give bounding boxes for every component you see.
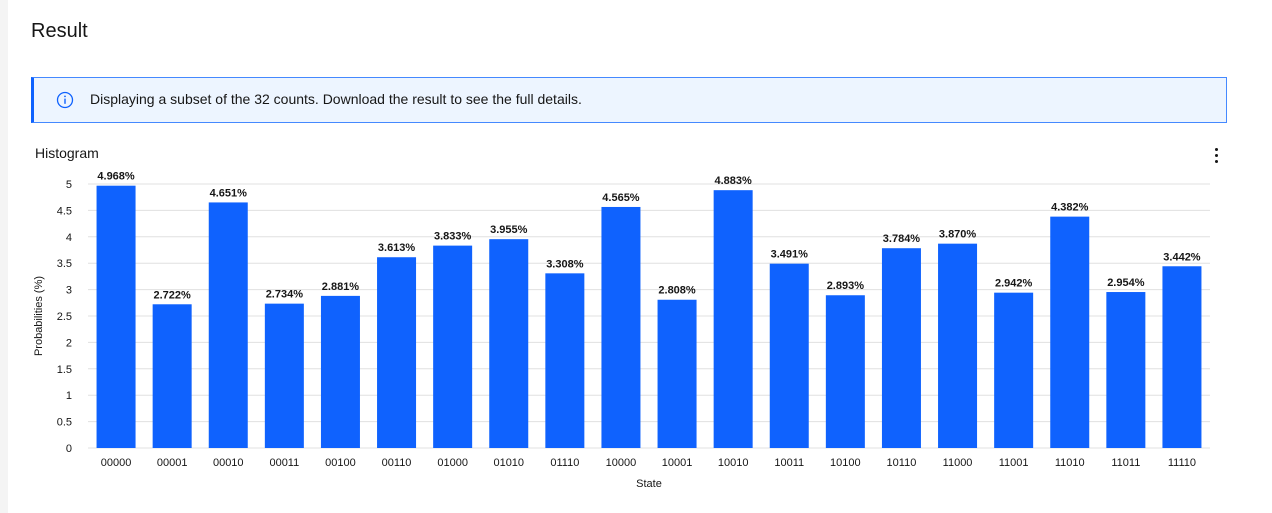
x-tick-label: 10011 — [774, 457, 804, 469]
notice-text: Displaying a subset of the 32 counts. Do… — [90, 91, 582, 107]
y-tick-label: 1 — [66, 390, 72, 402]
data-label: 4.565% — [602, 192, 640, 204]
y-tick-label: 4.5 — [57, 205, 72, 217]
data-label: 3.833% — [434, 231, 472, 243]
x-tick-label: 11110 — [1168, 457, 1196, 469]
data-label: 3.491% — [771, 249, 809, 261]
data-label: 2.808% — [658, 285, 696, 297]
x-tick-label: 00110 — [382, 457, 412, 469]
bar[interactable] — [881, 248, 921, 448]
x-tick-label: 11001 — [999, 457, 1029, 469]
data-label: 4.883% — [714, 175, 752, 187]
bar[interactable] — [601, 206, 641, 448]
bar[interactable] — [825, 295, 865, 448]
info-notification: Displaying a subset of the 32 counts. Do… — [31, 77, 1227, 123]
bar[interactable] — [208, 202, 248, 448]
data-label: 4.382% — [1051, 202, 1089, 214]
bar[interactable] — [1106, 292, 1146, 448]
data-label: 3.784% — [883, 233, 921, 245]
bar[interactable] — [320, 295, 360, 448]
x-tick-label: 10010 — [718, 457, 749, 469]
x-tick-label: 11010 — [1055, 457, 1085, 469]
x-tick-label: 00011 — [269, 457, 299, 469]
page-title: Result — [31, 20, 88, 42]
data-label: 2.734% — [266, 289, 304, 301]
y-tick-label: 5 — [66, 179, 72, 191]
x-axis-label: State — [636, 478, 662, 490]
data-label: 4.968% — [97, 171, 135, 183]
x-tick-label: 01000 — [437, 457, 468, 469]
bar[interactable] — [1050, 216, 1090, 448]
y-tick-label: 2 — [66, 337, 72, 349]
data-label: 4.651% — [210, 187, 248, 199]
x-tick-label: 01010 — [493, 457, 524, 469]
x-tick-label: 11000 — [943, 457, 973, 469]
data-label: 3.870% — [939, 229, 977, 241]
y-axis-label: Probabilities (%) — [33, 276, 45, 356]
bar[interactable] — [433, 245, 473, 448]
bar[interactable] — [713, 190, 753, 448]
bar[interactable] — [1162, 266, 1202, 448]
bar[interactable] — [489, 239, 529, 448]
data-label: 3.442% — [1163, 251, 1201, 263]
data-label: 3.308% — [546, 258, 584, 270]
data-label: 3.955% — [490, 224, 528, 236]
data-label: 2.893% — [827, 280, 865, 292]
data-label: 2.942% — [995, 278, 1033, 290]
x-tick-label: 00100 — [325, 457, 356, 469]
x-tick-label: 10110 — [887, 457, 917, 469]
bar[interactable] — [994, 292, 1034, 448]
bar[interactable] — [657, 299, 697, 448]
bar[interactable] — [264, 303, 304, 448]
bar[interactable] — [769, 263, 809, 448]
x-tick-label: 11011 — [1111, 457, 1140, 469]
y-tick-label: 4 — [66, 232, 72, 244]
data-label: 3.613% — [378, 242, 416, 254]
bar[interactable] — [938, 243, 978, 448]
x-tick-label: 10000 — [606, 457, 637, 469]
bar[interactable] — [545, 273, 585, 448]
bar[interactable] — [152, 304, 192, 448]
y-tick-label: 1.5 — [57, 364, 72, 376]
y-tick-label: 2.5 — [57, 311, 72, 323]
bar[interactable] — [377, 257, 417, 448]
x-tick-label: 00010 — [213, 457, 244, 469]
data-label: 2.954% — [1107, 277, 1145, 289]
x-tick-label: 00001 — [157, 457, 188, 469]
x-tick-label: 01110 — [550, 457, 579, 469]
y-tick-label: 0.5 — [57, 417, 72, 429]
overflow-menu-icon[interactable] — [1206, 144, 1226, 166]
x-tick-label: 10100 — [830, 457, 861, 469]
bar[interactable] — [96, 185, 136, 448]
info-icon — [56, 91, 74, 109]
x-tick-label: 00000 — [101, 457, 132, 469]
x-tick-label: 10001 — [662, 457, 693, 469]
data-label: 2.881% — [322, 281, 360, 293]
y-tick-label: 0 — [66, 443, 72, 455]
y-tick-label: 3.5 — [57, 258, 72, 270]
data-label: 2.722% — [153, 289, 191, 301]
y-tick-label: 3 — [66, 285, 72, 297]
chart-title: Histogram — [35, 145, 99, 161]
